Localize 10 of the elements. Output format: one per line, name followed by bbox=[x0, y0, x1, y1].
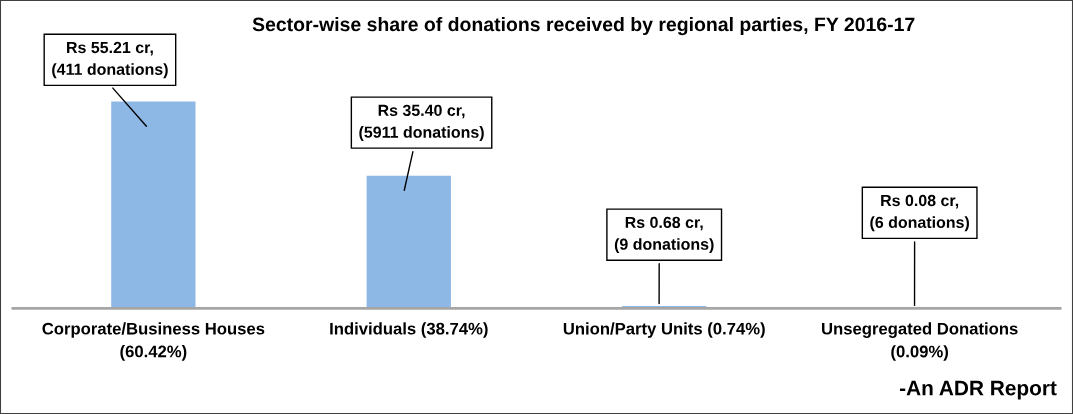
x-tick-label: Corporate/Business Houses (60.42%) bbox=[42, 322, 265, 361]
x-tick-label: Individuals (38.74%) bbox=[330, 322, 488, 338]
x-tick-label: Unsegregated Donations (0.09%) bbox=[822, 322, 1018, 361]
data-label: Rs 55.21 cr, (411 donations) bbox=[52, 41, 168, 79]
data-label: Rs 0.08 cr, (6 donations) bbox=[870, 194, 969, 232]
data-label: Rs 35.40 cr, (5911 donations) bbox=[359, 104, 484, 141]
x-tick-label: Union/Party Units (0.74%) bbox=[563, 322, 765, 338]
chart-title: Sector-wise share of donations received by regional parties, FY 2016-17 bbox=[252, 16, 915, 36]
data-label: Rs 0.68 cr, (9 donations) bbox=[614, 216, 714, 254]
text: -An ADR Report bbox=[899, 380, 1057, 400]
